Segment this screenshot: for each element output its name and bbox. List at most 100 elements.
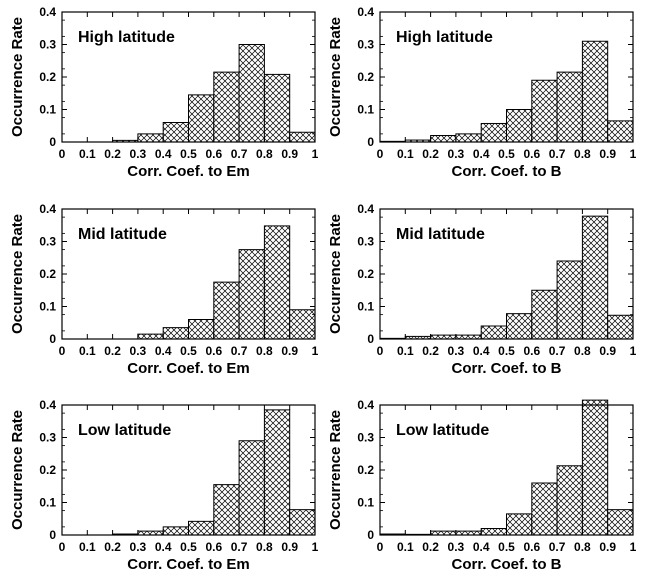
- bar: [506, 513, 533, 536]
- y-tick-label: 0.2: [357, 70, 374, 84]
- y-tick-label: 0.2: [39, 70, 56, 84]
- y-tick-label: 0.2: [357, 463, 374, 477]
- x-axis-label: Corr. Coef. to B: [451, 360, 561, 377]
- x-tick-label: 0.6: [523, 540, 540, 554]
- x-tick-label: 0.3: [130, 147, 147, 161]
- y-tick-label: 0.3: [357, 38, 374, 52]
- x-tick-label: 0.9: [281, 540, 298, 554]
- x-tick-label: 0.1: [79, 344, 96, 358]
- x-tick-label: 0.4: [473, 540, 490, 554]
- x-tick-label: 0.1: [397, 344, 414, 358]
- y-tick-label: 0: [367, 135, 374, 149]
- x-tick-label: 0.7: [549, 540, 566, 554]
- chart-panel-4: 0 0.1 0.2 0.3 0.4 0 0.1 0.2 0.3 0.4 0.5 0.6 0.7 0.8 0.…: [327, 202, 637, 377]
- x-tick-label: 0.9: [599, 147, 616, 161]
- y-tick-label: 0.4: [357, 202, 374, 216]
- y-tick-label: 0.3: [39, 235, 56, 249]
- y-tick-label: 0.2: [39, 267, 56, 281]
- panel-title: Mid latitude: [78, 226, 167, 243]
- y-axis-label: Occurrence Rate: [9, 17, 26, 137]
- x-tick-label: 0.6: [523, 147, 540, 161]
- y-axis-label: Occurrence Rate: [327, 214, 344, 334]
- x-tick-label: 0.6: [523, 344, 540, 358]
- bar: [531, 289, 558, 340]
- x-tick-label: 0.5: [498, 540, 515, 554]
- x-tick-label: 0.6: [205, 344, 222, 358]
- bar: [506, 109, 533, 143]
- y-tick-label: 0: [367, 332, 374, 346]
- bar: [556, 71, 583, 143]
- x-tick-label: 0.4: [155, 147, 172, 161]
- x-tick-label: 0: [377, 344, 384, 358]
- x-tick-label: 0.2: [422, 344, 439, 358]
- x-tick-label: 0.8: [574, 147, 591, 161]
- chart-panel-5: 0 0.1 0.2 0.3 0.4 0 0.1 0.2 0.3 0.4 0.5 0.6 0.7 0.8 0.…: [9, 398, 319, 573]
- y-tick-label: 0: [367, 528, 374, 542]
- y-tick-label: 0.3: [39, 38, 56, 52]
- x-tick-label: 0.2: [422, 147, 439, 161]
- bar: [188, 94, 215, 143]
- x-tick-label: 0.7: [231, 540, 248, 554]
- x-axis-label: Corr. Coef. to B: [451, 556, 561, 573]
- bar: [238, 44, 265, 143]
- y-tick-label: 0.1: [39, 103, 56, 117]
- panel-title: Mid latitude: [396, 226, 485, 243]
- bar: [289, 309, 316, 340]
- bar: [607, 509, 634, 536]
- bar: [263, 409, 291, 536]
- x-tick-label: 0.6: [205, 540, 222, 554]
- x-tick-label: 0.8: [256, 344, 273, 358]
- x-tick-label: 0.3: [448, 344, 465, 358]
- y-tick-label: 0.2: [357, 267, 374, 281]
- y-axis-label: Occurrence Rate: [327, 17, 344, 137]
- bar: [480, 528, 508, 536]
- x-tick-label: 0.4: [155, 540, 172, 554]
- bar: [480, 325, 508, 340]
- bar: [162, 526, 189, 536]
- x-tick-label: 0.8: [256, 540, 273, 554]
- y-tick-label: 0.1: [357, 300, 374, 314]
- panel-title: Low latitude: [78, 422, 171, 439]
- bar: [188, 319, 215, 340]
- x-tick-label: 0.9: [599, 540, 616, 554]
- x-tick-label: 0.9: [599, 344, 616, 358]
- bar: [213, 281, 240, 340]
- bar: [162, 327, 189, 340]
- bar: [581, 399, 609, 536]
- x-tick-label: 0.2: [422, 540, 439, 554]
- x-tick-label: 0.6: [205, 147, 222, 161]
- bar: [556, 260, 583, 340]
- x-tick-label: 0.1: [79, 147, 96, 161]
- y-tick-label: 0.1: [357, 496, 374, 510]
- x-tick-label: 0.7: [549, 147, 566, 161]
- x-tick-label: 0.7: [231, 344, 248, 358]
- bar: [506, 313, 533, 340]
- x-axis-label: Corr. Coef. to Em: [127, 360, 250, 377]
- y-tick-label: 0.1: [39, 496, 56, 510]
- bar: [188, 520, 215, 536]
- bar: [581, 40, 609, 143]
- chart-panel-3: 0 0.1 0.2 0.3 0.4 0 0.1 0.2 0.3 0.4 0.5 0.6 0.7 0.8 0.…: [9, 202, 319, 377]
- bar: [137, 333, 164, 340]
- x-tick-label: 0: [59, 540, 66, 554]
- y-tick-label: 0: [49, 135, 56, 149]
- bar: [238, 440, 265, 536]
- x-tick-label: 0.3: [448, 147, 465, 161]
- bar: [556, 465, 583, 536]
- x-tick-label: 0.2: [104, 344, 121, 358]
- bar: [430, 135, 457, 143]
- x-tick-label: 0.9: [281, 344, 298, 358]
- x-tick-label: 0.1: [397, 147, 414, 161]
- bar: [581, 215, 609, 340]
- x-tick-label: 0.5: [180, 147, 197, 161]
- x-tick-label: 0: [377, 147, 384, 161]
- x-tick-label: 0.3: [130, 344, 147, 358]
- panel-title: Low latitude: [396, 422, 489, 439]
- chart-panel-6: 0 0.1 0.2 0.3 0.4 0 0.1 0.2 0.3 0.4 0.5 0.6 0.7 0.8 0.…: [327, 398, 637, 573]
- x-tick-label: 0.5: [180, 344, 197, 358]
- y-tick-label: 0.4: [357, 398, 374, 412]
- x-tick-label: 0.3: [448, 540, 465, 554]
- chart-panel-1: 0 0.1 0.2 0.3 0.4 0 0.1 0.2 0.3 0.4 0.5 0.6 0.7 0.8 0.…: [9, 5, 319, 180]
- x-tick-label: 0.1: [397, 540, 414, 554]
- x-tick-label: 0.3: [130, 540, 147, 554]
